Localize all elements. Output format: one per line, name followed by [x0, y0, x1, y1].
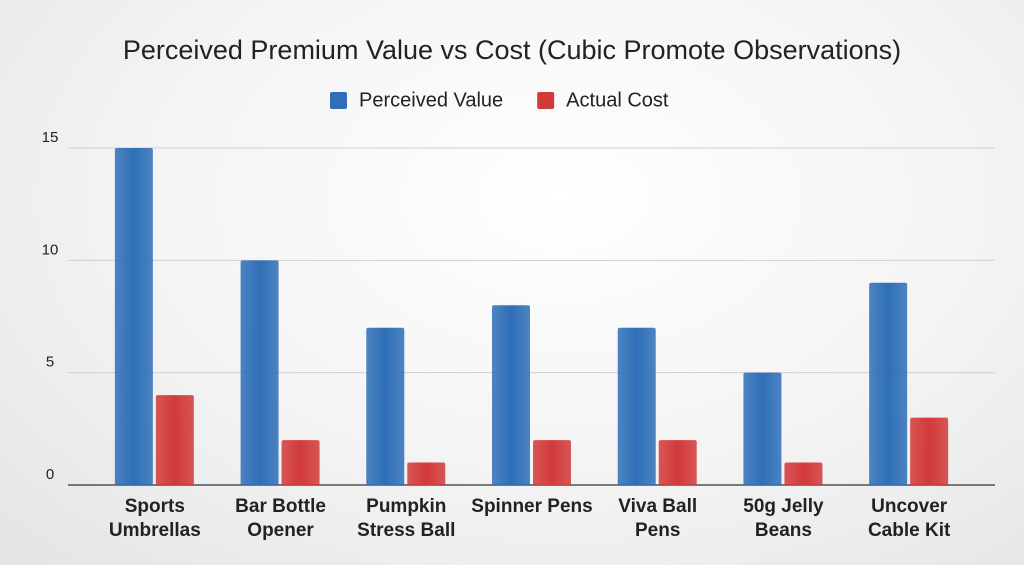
bar	[784, 462, 823, 485]
legend-swatch	[330, 92, 347, 109]
bar	[114, 148, 153, 485]
x-tick-label: Bar Bottle Opener	[235, 496, 326, 541]
x-tick-label: Uncover Cable Kit	[867, 496, 951, 541]
bar	[617, 327, 656, 485]
x-tick-label: Viva Ball Pens	[618, 496, 698, 541]
x-tick-label: Pumpkin Stress Ball	[357, 496, 456, 541]
x-tick-label: 50g Jelly Beans	[743, 496, 824, 541]
chart-title: Perceived Premium Value vs Cost (Cubic P…	[123, 35, 901, 65]
y-tick-label: 15	[42, 129, 59, 146]
bar	[869, 282, 908, 485]
bar	[658, 440, 697, 485]
y-tick-label: 5	[46, 354, 54, 371]
bar	[155, 395, 194, 485]
bar	[281, 440, 320, 485]
bar	[240, 260, 279, 485]
legend-swatch	[537, 92, 555, 109]
x-tick-label: Spinner Pens	[471, 496, 593, 517]
x-tick-label: Sports Umbrellas	[108, 496, 201, 541]
bar	[407, 462, 446, 485]
bar	[910, 417, 949, 485]
y-tick-label: 10	[42, 241, 59, 258]
legend-label: Perceived Value	[359, 89, 503, 111]
bar	[743, 372, 782, 485]
y-tick-label: 0	[46, 466, 54, 483]
bar	[533, 440, 571, 485]
bar	[366, 327, 405, 485]
legend-label: Actual Cost	[566, 89, 669, 111]
bar	[492, 305, 530, 485]
